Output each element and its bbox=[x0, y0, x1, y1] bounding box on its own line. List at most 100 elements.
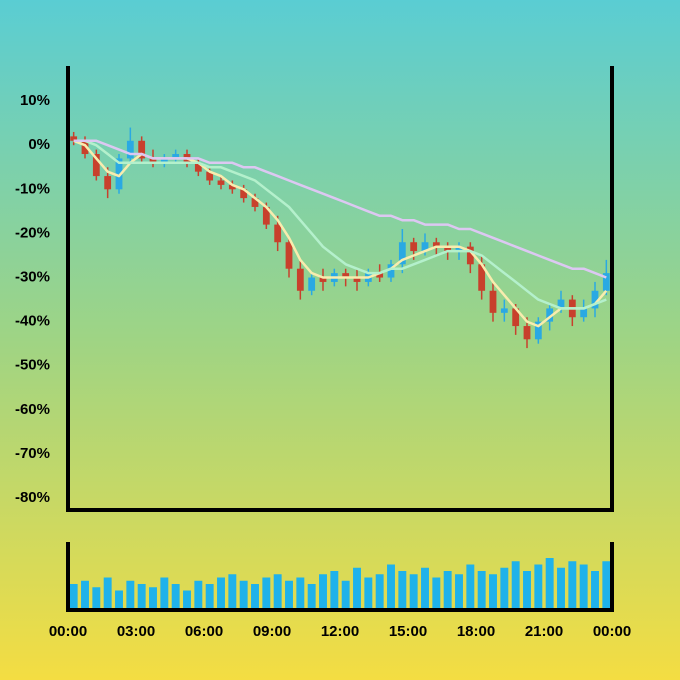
candle-body bbox=[138, 140, 146, 159]
volume-bar bbox=[217, 577, 225, 610]
candle-body bbox=[274, 224, 282, 243]
volume-bar bbox=[228, 574, 237, 610]
candle-body bbox=[240, 189, 248, 199]
axes bbox=[66, 66, 614, 612]
candle-body bbox=[319, 277, 327, 282]
volume-bar bbox=[285, 580, 293, 610]
volume-bar bbox=[239, 580, 248, 610]
volume-bar bbox=[330, 571, 339, 610]
candle-body bbox=[421, 242, 429, 252]
volume-bar bbox=[421, 567, 429, 610]
candle-body bbox=[160, 158, 168, 163]
volume-bar bbox=[443, 571, 452, 610]
x-tick-label: 12:00 bbox=[321, 623, 359, 640]
candle-body bbox=[81, 140, 89, 155]
volume-bar bbox=[262, 577, 271, 610]
y-tick-label: -70% bbox=[15, 445, 50, 462]
volume-bar bbox=[341, 580, 350, 610]
volume-frame bbox=[66, 542, 614, 612]
volume-bar bbox=[591, 571, 599, 610]
volume-bar bbox=[273, 574, 282, 610]
candle-body bbox=[455, 246, 463, 252]
y-tick-label: -80% bbox=[15, 489, 50, 506]
volume-bar bbox=[296, 577, 305, 610]
candle-body bbox=[92, 154, 100, 177]
candle-body bbox=[251, 198, 259, 207]
candle-body bbox=[478, 264, 486, 291]
volume-bar bbox=[251, 584, 259, 610]
y-tick-label: 0% bbox=[28, 136, 50, 153]
candle-body bbox=[172, 154, 180, 159]
volume-bar bbox=[69, 584, 78, 610]
candle-body bbox=[591, 290, 599, 309]
x-tick-label: 00:00 bbox=[593, 623, 631, 640]
candle-body bbox=[217, 180, 225, 185]
candle-body bbox=[70, 136, 78, 141]
candle-body bbox=[602, 273, 610, 291]
volume-bar bbox=[149, 587, 157, 610]
moving-average-line bbox=[73, 139, 607, 279]
candle-body bbox=[285, 242, 293, 269]
candle-body bbox=[228, 184, 236, 190]
y-tick-label: -40% bbox=[15, 313, 50, 330]
volume-bar bbox=[466, 564, 475, 610]
volume-bar bbox=[511, 561, 520, 610]
volume-bar bbox=[81, 580, 89, 610]
candle-body bbox=[126, 140, 134, 159]
volume-bar bbox=[103, 577, 112, 610]
x-tick-label: 00:00 bbox=[49, 623, 87, 640]
candle-body bbox=[387, 264, 395, 278]
moving-average-line bbox=[73, 139, 607, 310]
volume-bar bbox=[432, 577, 441, 610]
volume-bar bbox=[307, 584, 316, 610]
candle-body bbox=[206, 171, 214, 181]
candle-body bbox=[194, 162, 202, 172]
x-tick-label: 03:00 bbox=[117, 623, 155, 640]
volume-bar bbox=[398, 571, 407, 610]
x-tick-label: 09:00 bbox=[253, 623, 291, 640]
y-tick-label: -20% bbox=[15, 224, 50, 241]
volume-bar bbox=[115, 590, 123, 610]
volume-bar bbox=[602, 561, 611, 610]
volume-bar bbox=[171, 584, 180, 610]
volume-bar bbox=[137, 584, 146, 610]
candle-body bbox=[557, 299, 565, 309]
volume-bar bbox=[92, 587, 101, 610]
price-frame bbox=[66, 66, 614, 512]
volume-bar bbox=[545, 558, 554, 610]
candle-body bbox=[353, 277, 361, 282]
candle-body bbox=[342, 273, 350, 278]
volume-bar bbox=[319, 574, 327, 610]
y-tick-label: -50% bbox=[15, 357, 50, 374]
volume-bar bbox=[194, 580, 203, 610]
candle-body bbox=[500, 308, 508, 313]
candle-body bbox=[580, 308, 588, 318]
candle-body bbox=[432, 242, 440, 247]
volume-bar bbox=[126, 580, 135, 610]
y-tick-label: -60% bbox=[15, 401, 50, 418]
volume-bar bbox=[568, 561, 577, 610]
y-tick-label: -30% bbox=[15, 268, 50, 285]
candle-body bbox=[410, 242, 418, 252]
plot-area bbox=[69, 127, 611, 610]
volume-bar bbox=[523, 571, 531, 610]
volume-bar bbox=[375, 574, 384, 610]
volume-bar bbox=[489, 574, 497, 610]
x-tick-label: 21:00 bbox=[525, 623, 563, 640]
candle-body bbox=[104, 176, 112, 190]
volume-bar bbox=[160, 577, 169, 610]
candle-body bbox=[489, 290, 497, 313]
candle-body bbox=[534, 321, 542, 340]
volume-bar bbox=[183, 590, 191, 610]
candle-body bbox=[376, 273, 384, 278]
x-tick-label: 18:00 bbox=[457, 623, 495, 640]
candle-body bbox=[512, 308, 520, 327]
volume-bar bbox=[353, 567, 361, 610]
volume-bar bbox=[500, 567, 509, 610]
y-tick-label: -10% bbox=[15, 180, 50, 197]
candle-body bbox=[546, 308, 554, 322]
candle-body bbox=[308, 277, 316, 291]
volume-bar bbox=[579, 564, 588, 610]
